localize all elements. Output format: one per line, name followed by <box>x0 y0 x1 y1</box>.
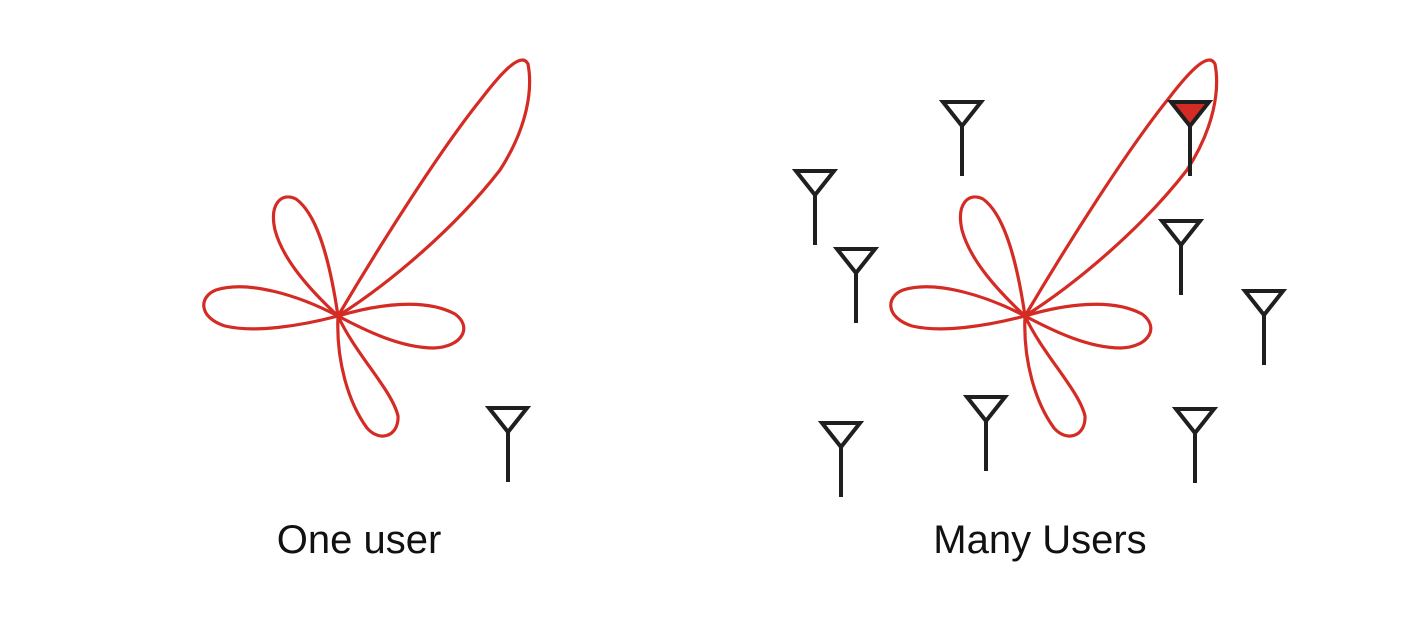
caption-many-users: Many Users <box>933 518 1147 562</box>
antenna-icon <box>832 247 880 323</box>
antenna-head <box>817 421 865 451</box>
antenna-head <box>1166 100 1214 130</box>
antenna-icon <box>1240 289 1288 365</box>
antenna-icon <box>1166 100 1214 176</box>
antenna-head <box>832 247 880 277</box>
antenna-icon <box>962 395 1010 471</box>
antenna-icon <box>1157 219 1205 295</box>
antenna-icon <box>938 100 986 176</box>
antenna-head <box>1240 289 1288 319</box>
antenna-head <box>938 100 986 130</box>
antenna-head <box>962 395 1010 425</box>
antenna-head <box>1171 407 1219 437</box>
panel-one-user <box>202 58 532 482</box>
antenna-head <box>484 406 532 436</box>
radiation-pattern-icon <box>202 58 532 438</box>
antenna-head <box>791 169 839 199</box>
antenna-head <box>1157 219 1205 249</box>
antenna-icon <box>817 421 865 497</box>
radiation-pattern-icon <box>889 58 1219 438</box>
antenna-icon <box>1171 407 1219 483</box>
antenna-icon <box>791 169 839 245</box>
caption-one-user: One user <box>276 518 442 562</box>
antenna-icon <box>484 406 532 482</box>
panel-many-users <box>791 58 1288 497</box>
